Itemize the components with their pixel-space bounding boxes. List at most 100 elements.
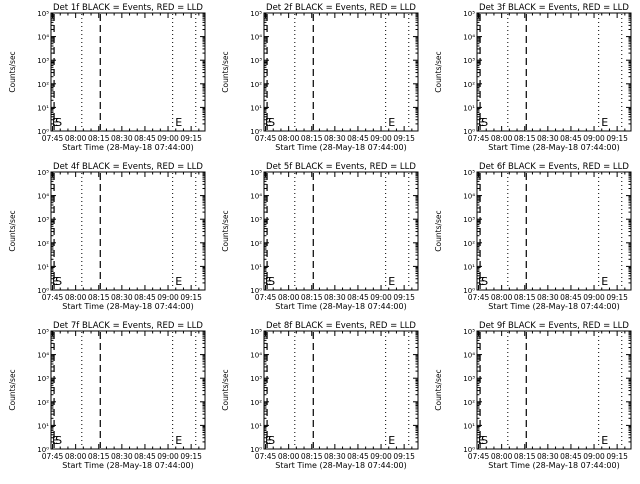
annotation-e: E [52,116,59,129]
y-tick-label: 10⁰ [37,128,49,136]
panel-title: Det 1f BLACK = Events, RED = LLD [53,3,203,13]
x-tick-label: 08:15 [301,134,323,143]
x-axis-label: Start Time (28-May-18 07:44:00) [62,302,193,311]
x-tick-label: 08:00 [65,134,87,143]
y-axis-label: Counts/sec [8,369,17,410]
y-tick-label: 10⁰ [37,446,49,454]
panel-title: Det 9f BLACK = Events, RED = LLD [479,321,629,331]
x-tick-label: 08:45 [560,452,582,461]
panel-title: Det 7f BLACK = Events, RED = LLD [53,321,203,331]
x-tick-label: 08:45 [347,293,369,302]
x-tick-label: 07:45 [42,293,64,302]
annotation-e: E [175,434,182,447]
panel-title: Det 5f BLACK = Events, RED = LLD [266,162,416,172]
x-tick-label: 09:00 [583,293,605,302]
x-tick-label: 08:45 [347,452,369,461]
y-tick-label: 10⁰ [463,128,475,136]
y-axis-label: Counts/sec [221,369,230,410]
plot-frame [476,330,632,450]
y-tick-label: 10² [463,399,475,407]
y-axis-label: Counts/sec [221,210,230,251]
annotation-s: S [55,116,62,129]
y-tick-label: 10⁵ [37,328,49,336]
annotation-e: E [52,434,59,447]
x-tick-label: 07:45 [42,134,64,143]
detector-panel-9: Det 9f BLACK = Events, RED = LLD 10⁰ 10¹ 10… [434,321,632,470]
x-tick-label: 08:00 [65,452,87,461]
panel-title: Det 3f BLACK = Events, RED = LLD [479,3,629,13]
plot-frame [476,12,632,132]
x-axis-label: Start Time (28-May-18 07:44:00) [275,302,406,311]
x-tick-label: 07:45 [468,452,490,461]
y-tick-label: 10² [37,399,49,407]
y-tick-label: 10⁴ [463,193,475,201]
y-tick-label: 10¹ [463,263,475,271]
plot-frame [476,171,632,291]
x-tick-label: 08:45 [560,134,582,143]
annotation-s: S [268,434,275,447]
y-tick-label: 10⁵ [250,10,262,18]
y-tick-label: 10⁰ [463,446,475,454]
x-tick-label: 09:00 [583,134,605,143]
y-tick-label: 10² [250,240,262,248]
detector-panel-1: Det 1f BLACK = Events, RED = LLD 10⁰ 10¹ 10… [8,3,206,152]
x-tick-label: 08:30 [537,452,559,461]
x-tick-label: 08:15 [88,293,110,302]
x-tick-label: 08:15 [301,452,323,461]
annotation-e: E [175,275,182,288]
x-tick-label: 08:00 [278,134,300,143]
x-tick-label: 08:45 [134,134,156,143]
x-tick-label: 09:15 [180,452,202,461]
y-tick-label: 10¹ [250,104,262,112]
y-tick-label: 10³ [37,216,49,224]
x-tick-label: 09:15 [393,452,415,461]
y-tick-label: 10⁰ [37,287,49,295]
x-tick-label: 08:00 [491,293,513,302]
x-tick-label: 09:15 [606,134,628,143]
y-tick-label: 10² [250,81,262,89]
x-tick-label: 08:30 [111,293,133,302]
x-tick-label: 08:15 [514,293,536,302]
x-tick-label: 09:00 [370,452,392,461]
annotation-s: S [55,275,62,288]
x-tick-label: 08:30 [324,293,346,302]
annotation-s: S [268,116,275,129]
annotation-e: E [601,275,608,288]
y-tick-label: 10³ [37,57,49,65]
y-axis-label: Counts/sec [434,369,443,410]
y-axis-label: Counts/sec [8,210,17,251]
x-tick-label: 09:15 [606,452,628,461]
y-tick-label: 10⁴ [37,34,49,42]
y-tick-label: 10¹ [37,104,49,112]
y-tick-label: 10⁰ [250,446,262,454]
x-axis-label: Start Time (28-May-18 07:44:00) [488,302,619,311]
detector-panel-4: Det 4f BLACK = Events, RED = LLD 10⁰ 10¹ 10… [8,162,206,311]
plot-frame [263,12,419,132]
x-tick-label: 08:15 [514,452,536,461]
y-tick-label: 10⁵ [250,328,262,336]
x-axis-label: Start Time (28-May-18 07:44:00) [275,143,406,152]
annotation-s: S [481,116,488,129]
x-tick-label: 08:45 [134,452,156,461]
x-axis-label: Start Time (28-May-18 07:44:00) [62,143,193,152]
x-tick-label: 09:15 [180,134,202,143]
y-tick-label: 10⁵ [463,169,475,177]
annotation-e: E [478,434,485,447]
x-axis-label: Start Time (28-May-18 07:44:00) [488,461,619,470]
detector-panel-5: Det 5f BLACK = Events, RED = LLD 10⁰ 10¹ 10… [221,162,419,311]
x-tick-label: 09:15 [393,134,415,143]
x-tick-label: 08:00 [491,452,513,461]
annotation-e: E [478,116,485,129]
detector-panel-8: Det 8f BLACK = Events, RED = LLD 10⁰ 10¹ 10… [221,321,419,470]
y-axis-label: Counts/sec [434,51,443,92]
y-axis-label: Counts/sec [434,210,443,251]
y-tick-label: 10² [250,399,262,407]
x-tick-label: 09:00 [157,293,179,302]
y-tick-label: 10⁵ [463,328,475,336]
y-tick-label: 10³ [463,216,475,224]
y-tick-label: 10³ [463,375,475,383]
y-tick-label: 10⁴ [37,352,49,360]
x-tick-label: 09:00 [370,134,392,143]
y-tick-label: 10⁰ [463,287,475,295]
